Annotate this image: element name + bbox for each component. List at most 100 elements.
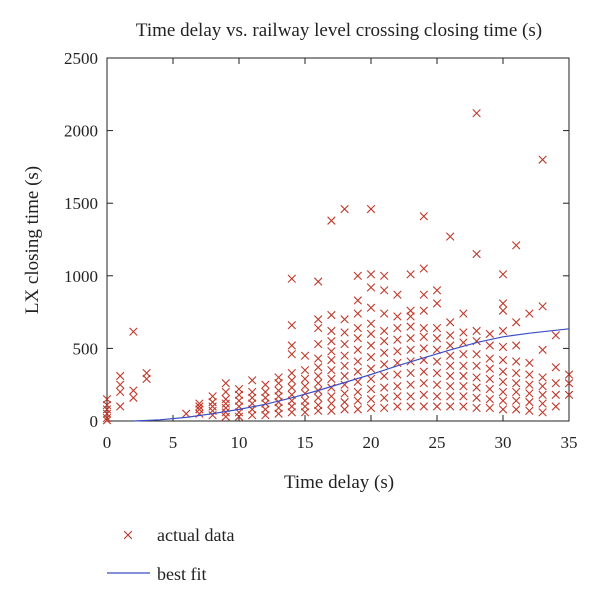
data-point: [287, 368, 296, 378]
x-tick-label: 20: [363, 433, 380, 452]
data-point: [353, 345, 362, 355]
legend-x-marker: [123, 530, 133, 540]
data-point: [380, 326, 389, 336]
legend-label-fit: best fit: [157, 564, 207, 584]
plot-frame: [106, 57, 570, 422]
data-point: [472, 249, 481, 259]
data-point: [485, 395, 494, 404]
x-tick-labels: 0 5 10 15 20 25 30 35: [103, 433, 578, 452]
data-point: [234, 384, 244, 394]
data-point: [498, 355, 508, 365]
data-point: [380, 371, 389, 381]
data-point: [419, 379, 428, 388]
data-point: [498, 377, 508, 386]
data-point: [327, 392, 336, 401]
data-point: [459, 361, 468, 371]
data-point: [182, 409, 191, 418]
data-point: [353, 396, 362, 405]
data-point: [472, 373, 481, 382]
data-point: [314, 371, 323, 381]
data-point: [485, 329, 494, 339]
data-point: [366, 384, 376, 394]
data-point: [300, 374, 310, 384]
data-point: [300, 365, 310, 375]
data-point: [366, 374, 376, 384]
data-point: [419, 212, 428, 221]
data-point: [366, 303, 376, 312]
data-point: [538, 399, 547, 408]
data-point: [446, 402, 455, 411]
data-point: [353, 357, 362, 366]
data-point: [340, 351, 349, 360]
data-point: [432, 368, 442, 378]
data-point: [261, 387, 270, 397]
data-point: [432, 357, 442, 366]
data-point: [221, 379, 230, 388]
data-point: [327, 406, 336, 416]
data-point: [472, 383, 481, 392]
y-tick-label: 0: [90, 412, 99, 431]
data-point: [393, 335, 402, 344]
data-point: [287, 341, 296, 350]
data-point: [366, 329, 376, 339]
data-point: [248, 387, 257, 397]
y-tick-label: 2000: [64, 122, 98, 141]
data-point: [314, 323, 323, 333]
data-point: [195, 402, 204, 411]
data-point: [485, 403, 494, 413]
data-point: [498, 326, 508, 336]
data-point: [432, 392, 442, 401]
y-tick-label: 500: [73, 339, 99, 358]
data-point: [419, 290, 428, 299]
data-point: [314, 393, 323, 402]
data-point: [564, 379, 574, 388]
data-point: [129, 386, 138, 395]
data-point: [327, 336, 336, 346]
data-point: [538, 373, 547, 382]
data-point: [512, 357, 521, 366]
data-point: [116, 387, 125, 397]
legend: actual data best fit: [107, 525, 234, 584]
data-point: [406, 270, 415, 279]
data-point: [300, 351, 310, 360]
data-point: [300, 381, 310, 391]
data-point: [419, 323, 428, 333]
data-point: [340, 405, 349, 414]
data-point: [366, 364, 376, 373]
data-point: [538, 390, 547, 400]
data-point: [208, 402, 217, 411]
data-point: [393, 370, 402, 379]
data-point: [221, 395, 230, 404]
data-point: [393, 381, 402, 391]
data-point: [538, 155, 547, 164]
data-point: [116, 380, 125, 389]
data-point: [380, 271, 389, 280]
data-point: [116, 402, 125, 411]
data-point: [287, 383, 296, 392]
data-point: [498, 396, 508, 405]
data-point: [366, 270, 376, 279]
data-point: [419, 344, 428, 353]
x-tick-label: 5: [169, 433, 178, 452]
x-tick-label: 35: [561, 433, 578, 452]
data-point: [353, 296, 362, 305]
y-tick-label: 1000: [64, 267, 98, 286]
data-point: [512, 318, 521, 327]
data-point: [432, 380, 442, 389]
data-point: [459, 371, 468, 381]
data-point: [498, 367, 508, 376]
data-point: [459, 402, 468, 411]
data-point: [102, 395, 112, 404]
x-axis-label: Time delay (s): [284, 472, 394, 493]
data-point: [538, 345, 547, 355]
data-point: [261, 380, 270, 389]
data-point: [102, 416, 112, 425]
data-point: [393, 323, 402, 333]
data-point: [406, 322, 415, 331]
data-point: [380, 403, 389, 413]
data-point: [485, 384, 494, 394]
data-point: [406, 368, 415, 378]
data-point: [538, 408, 547, 417]
data-point: [393, 402, 402, 411]
